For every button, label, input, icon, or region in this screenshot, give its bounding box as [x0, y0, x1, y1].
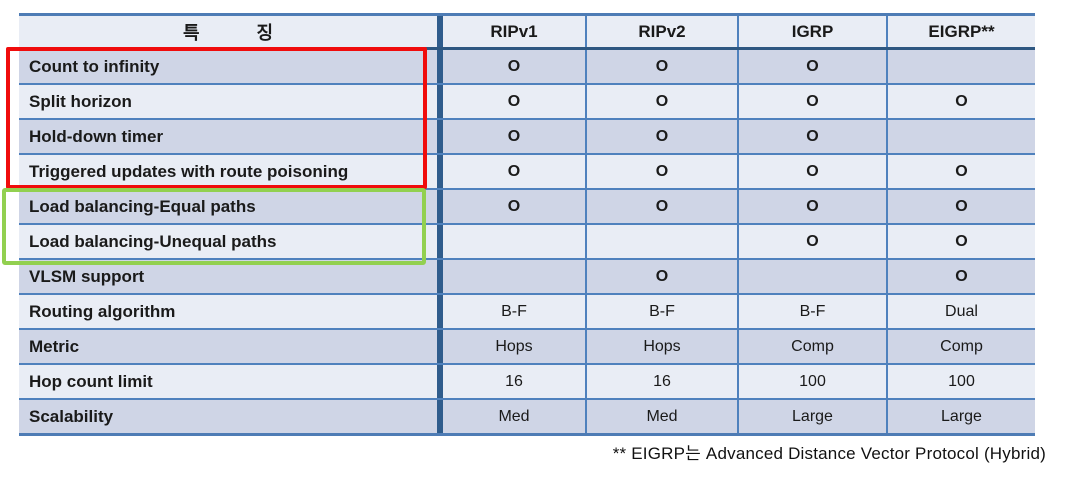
table-row: Load balancing-Unequal paths O O — [19, 223, 1035, 258]
table-row: Triggered updates with route poisoning O O… — [19, 153, 1035, 188]
table-cell — [585, 225, 737, 258]
table-cell: O — [886, 225, 1035, 258]
row-label: Count to infinity — [29, 56, 160, 76]
table-cell: O — [585, 50, 737, 83]
table-cell: Dual — [886, 295, 1035, 328]
table-cell: Med — [585, 400, 737, 433]
table-cell: Med — [437, 400, 585, 433]
table-cell: Comp — [886, 330, 1035, 363]
row-label: Hold-down timer — [29, 126, 164, 146]
table-cell: O — [585, 155, 737, 188]
table-row: Hold-down timer O O O — [19, 118, 1035, 153]
row-label: Load balancing-Equal paths — [29, 196, 256, 216]
table-cell: O — [886, 260, 1035, 293]
table-cell: O — [737, 190, 886, 223]
table-cell: B-F — [737, 295, 886, 328]
row-label: Load balancing-Unequal paths — [29, 231, 277, 251]
routing-protocol-comparison-table: 특 징 RIPv1 RIPv2 IGRP EIGRP** Count to infin… — [19, 13, 1035, 436]
table-cell: B-F — [437, 295, 585, 328]
table-row: Routing algorithm B-F B-F B-F Dual — [19, 293, 1035, 328]
table-row: Hop count limit 16 16 100 100 — [19, 363, 1035, 398]
row-label: Hop count limit — [29, 371, 153, 391]
table-cell: O — [585, 190, 737, 223]
table-cell: O — [737, 155, 886, 188]
row-label: Split horizon — [29, 91, 132, 111]
table-header-row: 특 징 RIPv1 RIPv2 IGRP EIGRP** — [19, 16, 1035, 50]
eigrp-footnote: ** EIGRP는 Advanced Distance Vector Proto… — [612, 444, 1046, 463]
table-row: Load balancing-Equal paths O O O O — [19, 188, 1035, 223]
row-label: VLSM support — [29, 266, 145, 286]
table-cell: Hops — [437, 330, 585, 363]
table-cell: 100 — [737, 365, 886, 398]
row-label: Scalability — [29, 406, 114, 426]
table-row: VLSM support O O — [19, 258, 1035, 293]
table-cell: 16 — [585, 365, 737, 398]
table-cell: O — [886, 155, 1035, 188]
table-cell: Comp — [737, 330, 886, 363]
table-cell: O — [585, 120, 737, 153]
table-cell: Large — [737, 400, 886, 433]
table-cell: O — [886, 190, 1035, 223]
table-cell: O — [437, 50, 585, 83]
table-cell: O — [737, 225, 886, 258]
row-label: Triggered updates with route poisoning — [29, 161, 349, 181]
column-header-ripv1: RIPv1 — [437, 16, 585, 47]
column-header-eigrp: EIGRP** — [886, 16, 1035, 47]
table-cell: O — [437, 155, 585, 188]
table-cell: O — [437, 120, 585, 153]
table-cell: Large — [886, 400, 1035, 433]
column-header-ripv2: RIPv2 — [585, 16, 737, 47]
table-row: Split horizon O O O O — [19, 83, 1035, 118]
row-label: Routing algorithm — [29, 301, 176, 321]
table-cell — [737, 260, 886, 293]
table-cell — [437, 225, 585, 258]
table-cell: Hops — [585, 330, 737, 363]
table-row: Metric Hops Hops Comp Comp — [19, 328, 1035, 363]
table-cell: 16 — [437, 365, 585, 398]
table-cell — [437, 260, 585, 293]
table-cell: O — [886, 85, 1035, 118]
table-row: Scalability Med Med Large Large — [19, 398, 1035, 433]
table-cell: O — [737, 120, 886, 153]
row-label: Metric — [29, 336, 80, 356]
table-cell: 100 — [886, 365, 1035, 398]
column-header-igrp: IGRP — [737, 16, 886, 47]
feature-column-header: 특 징 — [182, 22, 274, 43]
table-cell: O — [437, 85, 585, 118]
table-cell: O — [585, 85, 737, 118]
table-row: Count to infinity O O O — [19, 50, 1035, 83]
table-cell: O — [437, 190, 585, 223]
table-cell: B-F — [585, 295, 737, 328]
table-cell: O — [737, 85, 886, 118]
table-cell — [886, 50, 1035, 83]
table-cell — [886, 120, 1035, 153]
table-cell: O — [585, 260, 737, 293]
table-cell: O — [737, 50, 886, 83]
